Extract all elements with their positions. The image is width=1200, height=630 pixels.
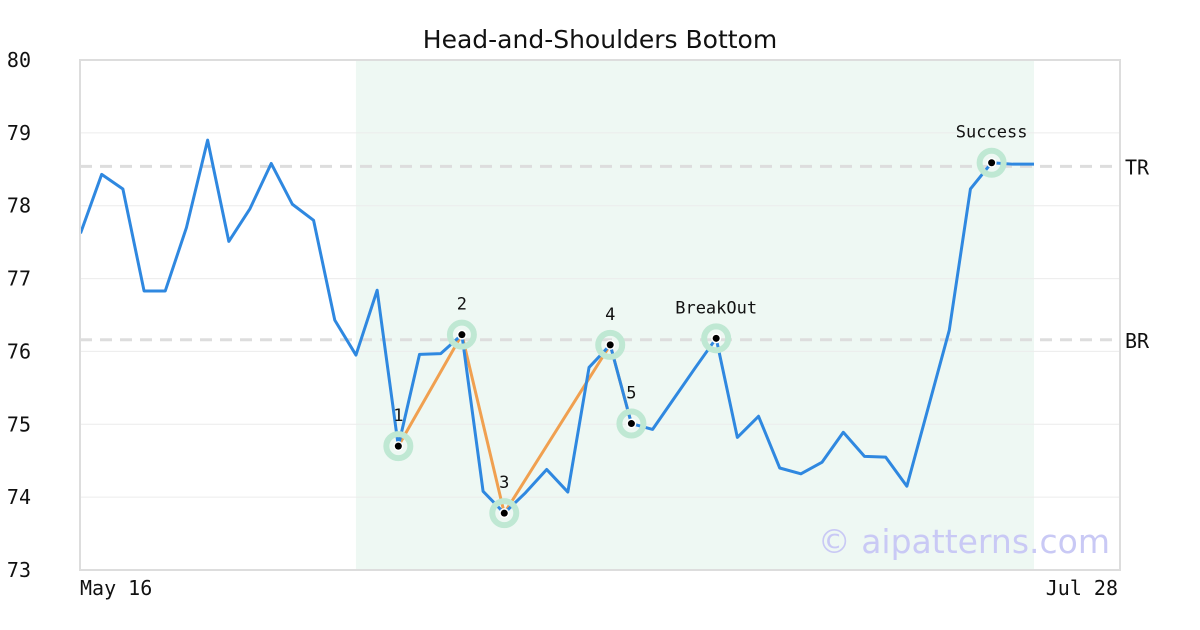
y-tick-label: 80 <box>7 48 31 72</box>
point-label-success: Success <box>956 123 1028 143</box>
point-label-4: 4 <box>605 305 615 325</box>
y-tick-label: 75 <box>7 412 31 436</box>
point-label-breakout: BreakOut <box>675 298 757 318</box>
y-tick-label: 74 <box>7 485 31 509</box>
point-label-1: 1 <box>393 406 403 426</box>
point-marker-breakout <box>712 334 720 342</box>
point-marker-3 <box>500 509 508 517</box>
point-marker-halo-success <box>976 147 1007 178</box>
point-marker-halo-3 <box>489 498 520 529</box>
point-label-2: 2 <box>457 295 467 315</box>
x-tick-label-start: May 16 <box>80 576 152 600</box>
pattern-highlight-band <box>355 60 1034 570</box>
point-marker-1 <box>394 442 402 450</box>
level-label-tr: TR <box>1125 155 1150 179</box>
y-tick-label: 76 <box>7 339 31 363</box>
point-marker-2 <box>458 331 466 339</box>
level-label-br: BR <box>1125 329 1150 353</box>
chart-title: Head-and-Shoulders Bottom <box>423 25 777 54</box>
plot-frame <box>79 59 1121 571</box>
watermark: © aipatterns.com <box>818 522 1110 561</box>
point-marker-5 <box>627 420 635 428</box>
y-tick-label: 79 <box>7 121 31 145</box>
price-series-line <box>79 138 1034 515</box>
point-marker-halo-breakout <box>701 323 732 354</box>
point-marker-4 <box>606 341 614 349</box>
x-tick-label-end: Jul 28 <box>1046 576 1118 600</box>
y-tick-label: 78 <box>7 194 31 218</box>
y-tick-label: 77 <box>7 267 31 291</box>
point-label-3: 3 <box>499 473 509 493</box>
point-marker-success <box>988 159 996 167</box>
point-marker-halo-5 <box>616 408 647 439</box>
point-marker-halo-2 <box>446 319 477 350</box>
point-label-5: 5 <box>626 384 636 404</box>
point-marker-halo-4 <box>595 329 626 360</box>
y-tick-label: 73 <box>7 558 31 582</box>
point-marker-halo-1 <box>383 431 414 462</box>
